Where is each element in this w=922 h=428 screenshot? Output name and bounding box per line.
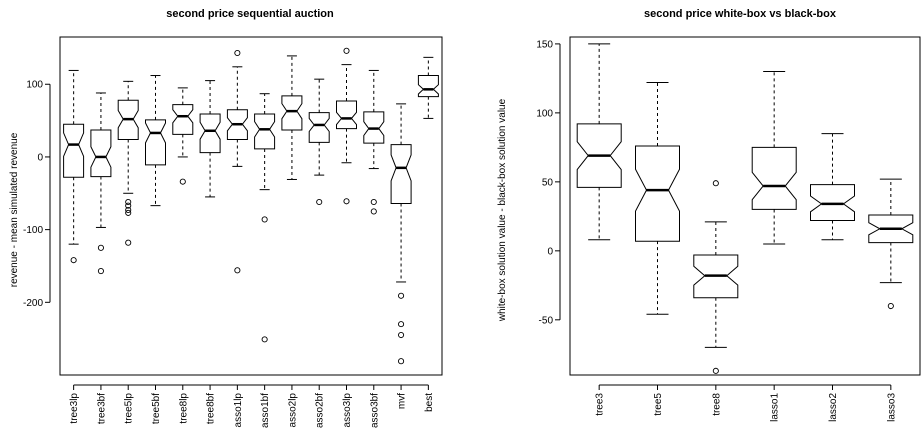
box-lasso3bf <box>363 69 385 215</box>
x-tick-label: tree3lp <box>69 393 80 424</box>
box-tree3lp <box>63 69 85 264</box>
x-tick-label: lasso2bf <box>315 393 326 428</box>
x-tick-label: tree5 <box>653 393 664 416</box>
y-tick-label: 100 <box>26 80 43 91</box>
y-tick-label: 150 <box>536 39 553 50</box>
plot-frame <box>569 36 921 376</box>
outlier-point <box>97 268 104 275</box>
x-tick-label: tree3 <box>595 393 606 416</box>
plot-frame <box>59 36 443 376</box>
box-lasso3lp <box>336 47 357 205</box>
box-tree5bf <box>145 75 166 207</box>
box-body <box>254 113 276 150</box>
x-tick-label: tree3bf <box>96 393 107 424</box>
chart-left: second price sequential auction revenue … <box>9 8 443 428</box>
y-tick-label: -200 <box>23 298 43 309</box>
outlier-point <box>125 206 132 214</box>
box-body <box>810 184 855 221</box>
box-lasso1bf <box>254 93 276 343</box>
box-body <box>390 144 412 204</box>
outlier-point <box>398 358 405 365</box>
x-tick-label: mvf <box>397 393 408 409</box>
outlier-point <box>261 336 268 343</box>
y-tick-label: -100 <box>23 225 43 236</box>
x-tick-label: lasso1bf <box>260 393 271 428</box>
x-tick-label: tree8 <box>711 393 722 416</box>
outlier-point <box>70 257 77 264</box>
outlier-point <box>234 267 241 274</box>
box-mvf <box>390 103 412 365</box>
box-body <box>63 123 85 178</box>
y-axis-label: revenue - mean simulated revenue <box>9 132 20 287</box>
box-body <box>635 145 680 242</box>
box-lasso2lp <box>281 55 303 180</box>
box-body <box>90 129 112 178</box>
outlier-point <box>398 321 405 328</box>
outlier-point <box>712 367 719 374</box>
x-tick-label: lasso3bf <box>369 393 380 428</box>
y-tick-label: 100 <box>536 108 553 119</box>
y-tick-label: 0 <box>547 246 553 257</box>
y-tick-label: -50 <box>539 315 554 326</box>
chart-title: second price sequential auction <box>166 8 334 20</box>
box-tree8 <box>693 180 739 374</box>
y-tick-label: 0 <box>37 152 43 163</box>
box-lasso2 <box>810 133 855 241</box>
box-body <box>417 75 439 98</box>
box-lasso1lp <box>226 49 248 274</box>
box-body <box>751 146 797 210</box>
outlier-point <box>398 292 405 299</box>
outlier-point <box>261 216 268 223</box>
outlier-point <box>398 331 405 339</box>
outlier-point <box>234 49 241 57</box>
box-tree5lp <box>117 80 139 246</box>
outlier-point <box>370 208 377 215</box>
chart-title: second price white-box vs black-box <box>644 8 837 20</box>
box-tree3bf <box>90 92 112 275</box>
box-body <box>336 100 357 130</box>
outlier-point <box>343 47 350 54</box>
box-body <box>172 104 194 135</box>
outlier-point <box>125 209 132 216</box>
box-best <box>417 56 439 119</box>
x-tick-label: lasso1 <box>770 393 781 422</box>
outlier-point <box>887 302 894 310</box>
box-lasso1 <box>751 70 797 245</box>
outlier-point <box>712 180 719 187</box>
box-tree8bf <box>199 80 221 198</box>
x-tick-label: tree8lp <box>178 393 189 424</box>
outlier-point <box>125 202 132 209</box>
box-body <box>281 95 303 131</box>
outlier-point <box>370 198 377 206</box>
y-axis-label: white-box solution value - black-box sol… <box>497 98 508 322</box>
box-tree5 <box>635 82 680 315</box>
outlier-point <box>179 178 186 185</box>
x-tick-label: lasso3lp <box>342 393 353 428</box>
box-tree3 <box>576 43 622 241</box>
outlier-point <box>125 198 132 206</box>
outlier-point <box>125 239 132 246</box>
x-tick-label: best <box>424 393 435 412</box>
x-tick-label: tree8bf <box>206 393 217 424</box>
box-body <box>199 113 221 154</box>
box-lasso2bf <box>308 78 330 206</box>
x-tick-label: lasso1lp <box>233 393 244 428</box>
box-body <box>308 112 330 143</box>
outlier-point <box>316 198 323 206</box>
y-tick-label: 50 <box>542 177 554 188</box>
outlier-point <box>343 198 350 205</box>
outlier-point <box>97 244 104 251</box>
x-tick-label: lasso2lp <box>287 393 298 428</box>
box-body <box>145 119 166 166</box>
x-tick-label: lasso2 <box>828 393 839 422</box>
box-tree8lp <box>172 87 194 185</box>
x-tick-label: tree5bf <box>151 393 162 424</box>
x-tick-label: lasso3 <box>886 393 897 422</box>
box-lasso3 <box>868 178 914 310</box>
x-tick-label: tree5lp <box>124 393 135 424</box>
chart-right: second price white-box vs black-box whit… <box>497 8 921 422</box>
